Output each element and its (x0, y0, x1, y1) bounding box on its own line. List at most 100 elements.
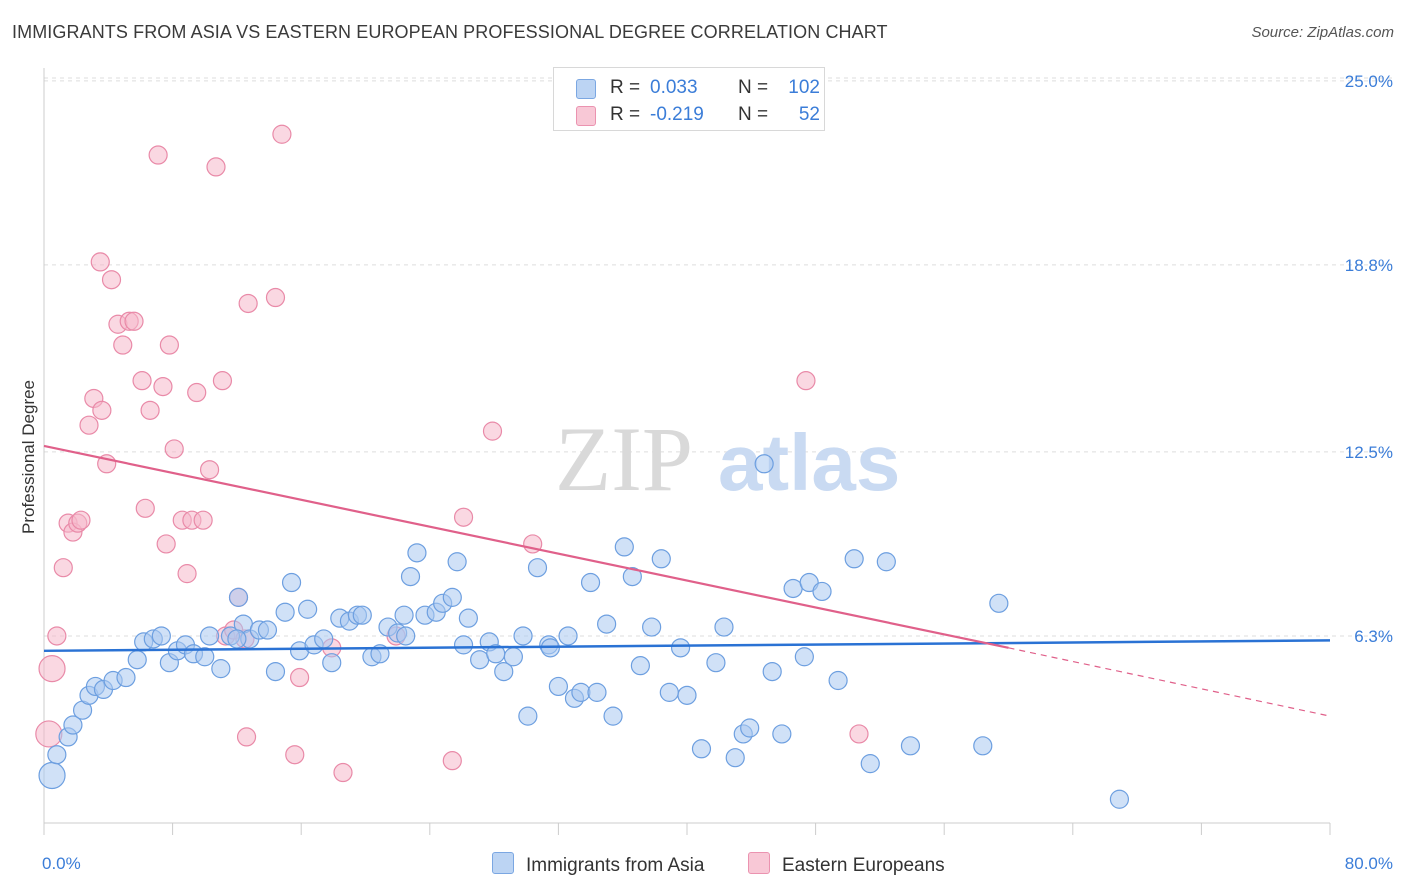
legend-n-label: N = (738, 104, 769, 125)
x-tick-labels: 0.0% 80.0% (42, 854, 1393, 873)
asia-point-10 (127, 650, 147, 670)
ee-point-0 (35, 720, 63, 748)
asia-point-85 (762, 661, 782, 682)
ee-point-17 (124, 311, 144, 331)
y-tick-label-2: 18.8% (1345, 256, 1393, 275)
asia-point-65 (571, 682, 591, 702)
asia-point-86 (772, 724, 792, 744)
axes (43, 68, 1331, 835)
ee-trend-line (43, 444, 1009, 649)
ee-point-40 (272, 124, 292, 144)
x-tick-label-0: 0.0% (42, 854, 81, 873)
legend-n-value-ee: 52 (798, 104, 820, 125)
asia-point-0 (38, 761, 66, 790)
asia-point-9 (116, 667, 136, 688)
ee-point-52 (849, 724, 869, 744)
asia-point-58 (513, 626, 533, 646)
legend-swatch-ee (576, 106, 596, 126)
x-tick-label-1: 80.0% (1345, 854, 1393, 873)
bottom-legend-ee: Eastern Europeans (748, 852, 945, 877)
asia-point-18 (195, 647, 215, 667)
watermark-zip: ZIP (555, 408, 693, 510)
asia-point-1 (47, 745, 67, 765)
asia-point-79 (706, 653, 726, 673)
ee-point-49 (482, 421, 503, 441)
ee-point-41 (265, 287, 286, 308)
asia-point-89 (812, 581, 832, 602)
asia-point-62 (548, 676, 569, 697)
y-axis-label: Professional Degree (19, 380, 38, 534)
asia-point-44 (400, 566, 421, 587)
asia-point-66 (580, 572, 601, 593)
asia-point-60 (527, 558, 548, 578)
ee-point-7 (71, 510, 91, 530)
bottom-legend-swatch-ee (748, 852, 770, 874)
asia-point-28 (275, 602, 295, 622)
asia-point-97 (1109, 789, 1130, 809)
asia-point-19 (199, 626, 220, 646)
asia-point-74 (651, 549, 671, 569)
legend-swatch-asia (576, 79, 596, 99)
asia-point-51 (453, 635, 474, 655)
chart-title: IMMIGRANTS FROM ASIA VS EASTERN EUROPEAN… (12, 22, 888, 42)
asia-point-57 (503, 647, 523, 667)
ee-point-21 (148, 145, 168, 165)
asia-point-63 (558, 626, 578, 646)
ee-point-51 (796, 371, 816, 391)
ee-point-1 (38, 655, 66, 683)
ee-point-31 (199, 460, 220, 480)
correlation-legend: R = 0.033 N = 102 R = -0.219 N = 52 (553, 67, 825, 131)
ee-point-3 (53, 558, 73, 578)
asia-point-69 (603, 706, 623, 726)
watermark-atlas: atlas (718, 418, 900, 507)
trend-lines (43, 444, 1331, 717)
ee-point-33 (212, 371, 233, 391)
asia-point-56 (494, 661, 514, 682)
asia-point-83 (740, 718, 760, 738)
asia-point-93 (876, 552, 896, 572)
asia-point-68 (597, 614, 617, 634)
asia-point-34 (322, 653, 342, 673)
grid-lines (44, 77, 1395, 637)
asia-point-26 (257, 620, 278, 640)
asia-point-27 (265, 661, 286, 682)
asia-point-70 (614, 537, 634, 557)
bottom-legend-swatch-asia (492, 852, 514, 874)
y-tick-label-1: 12.5% (1345, 443, 1393, 462)
asia-point-98 (227, 629, 247, 649)
asia-point-76 (670, 638, 691, 658)
asia-point-99 (396, 626, 416, 646)
ee-point-29 (187, 382, 207, 403)
asia-point-75 (659, 682, 679, 702)
asia-point-50 (447, 552, 467, 572)
asia-point-43 (394, 605, 414, 625)
ee-point-10 (92, 400, 112, 420)
ee-point-47 (442, 751, 462, 771)
asia-point-96 (989, 593, 1009, 613)
legend-n-label: N = (738, 77, 769, 98)
asia-point-20 (211, 659, 231, 679)
ee-point-24 (156, 534, 176, 554)
ee-point-18 (132, 371, 152, 391)
legend-r-label: R = (610, 104, 641, 125)
ee-trend-line-extension (1008, 647, 1331, 717)
asia-point-29 (281, 572, 302, 593)
asia-point-22 (228, 587, 249, 607)
ee-point-15 (113, 335, 133, 355)
asia-point-87 (783, 578, 803, 599)
bottom-legend-label-ee: Eastern Europeans (782, 855, 945, 876)
legend-n-value-asia: 102 (788, 77, 820, 98)
ee-point-12 (101, 270, 122, 290)
asia-point-101 (794, 647, 814, 667)
asia-point-84 (754, 454, 774, 474)
y-tick-labels: 6.3% 12.5% 18.8% 25.0% (1345, 72, 1393, 646)
asia-point-95 (973, 736, 993, 756)
ee-point-30 (193, 510, 213, 530)
asia-point-80 (714, 617, 734, 637)
ee-point-45 (333, 762, 353, 783)
ee-point-42 (285, 745, 305, 765)
asia-trend-line (43, 639, 1331, 653)
asia-point-94 (900, 736, 921, 756)
ee-point-48 (453, 507, 474, 527)
